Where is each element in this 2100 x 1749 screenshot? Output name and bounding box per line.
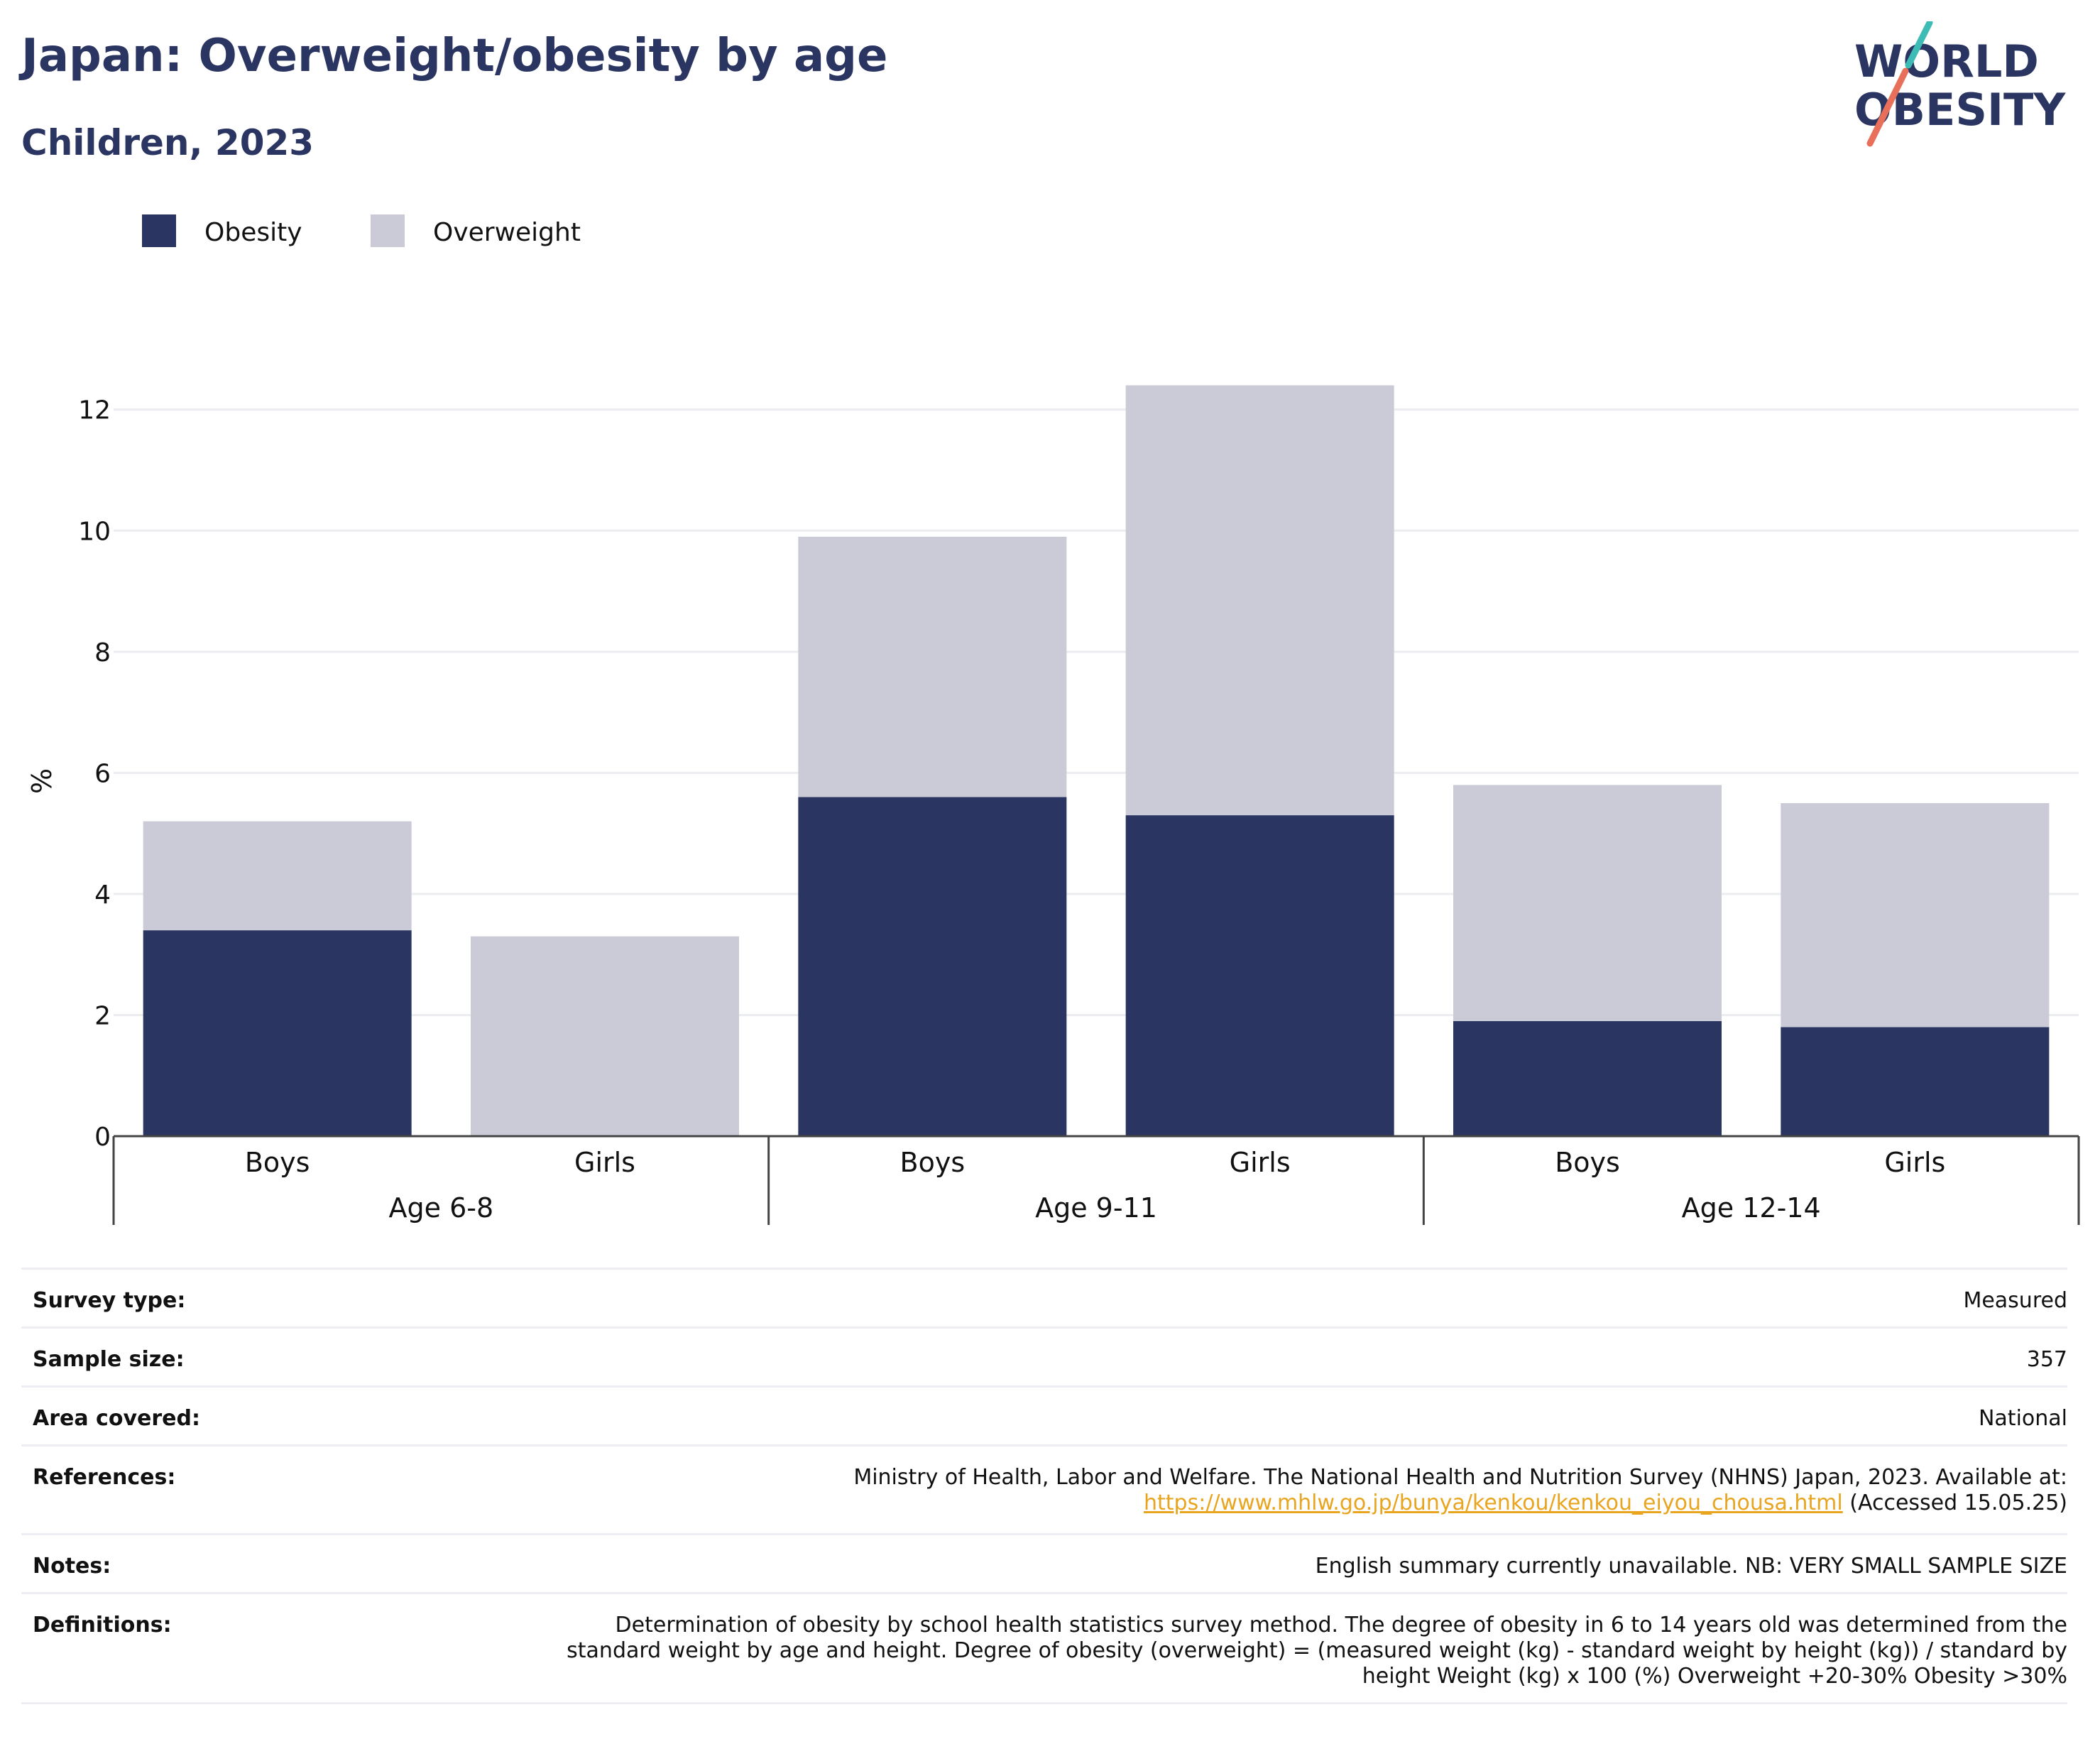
bar-overweight bbox=[471, 936, 739, 1136]
x-group-label: Age 12-14 bbox=[1682, 1192, 1821, 1224]
info-row-notes: Notes: English summary currently unavail… bbox=[21, 1533, 2067, 1592]
x-category-label: Boys bbox=[245, 1147, 310, 1178]
bar-chart: Obesity Overweight 0 2 4 6 8 10 12% Boys Girls Boy… bbox=[26, 214, 2080, 1225]
logo-slash-coral bbox=[1866, 67, 1909, 147]
info-value: National bbox=[1978, 1406, 2067, 1431]
axes: 0 2 4 6 8 10 12% Boys Girls Boys Girls Boys Girls Age… bbox=[26, 396, 2080, 1225]
x-category-label: Boys bbox=[1555, 1147, 1620, 1178]
info-value: Measured bbox=[1963, 1288, 2067, 1313]
y-tick-label: 4 bbox=[94, 881, 111, 910]
reference-link[interactable]: https://www.mhlw.go.jp/bunya/kenkou/kenk… bbox=[1144, 1491, 1843, 1515]
y-tick-label: 0 bbox=[94, 1123, 111, 1152]
info-row-area-covered: Area covered: National bbox=[21, 1385, 2067, 1444]
x-category-label: Girls bbox=[574, 1147, 635, 1178]
bar-overweight bbox=[1125, 385, 1394, 816]
legend-swatch-obesity bbox=[142, 214, 176, 247]
x-category-label: Girls bbox=[1884, 1147, 1945, 1178]
logo-slash-teal bbox=[1905, 21, 1933, 69]
info-key: Notes: bbox=[33, 1554, 111, 1579]
bar-obesity bbox=[798, 797, 1067, 1136]
bar-obesity bbox=[1453, 1020, 1722, 1136]
info-value: 357 bbox=[2026, 1347, 2067, 1372]
info-value: Ministry of Health, Labor and Welfare. T… bbox=[853, 1465, 2067, 1516]
info-row-references: References: Ministry of Health, Labor an… bbox=[21, 1444, 2067, 1533]
info-row-survey-type: Survey type: Measured bbox=[21, 1268, 2067, 1326]
gridlines bbox=[114, 408, 2079, 1016]
legend-label-obesity: Obesity bbox=[204, 218, 302, 247]
reference-text: Ministry of Health, Labor and Welfare. T… bbox=[853, 1465, 2067, 1490]
x-category-label: Girls bbox=[1230, 1147, 1291, 1178]
x-group-label: Age 6-8 bbox=[389, 1192, 494, 1224]
info-key: References: bbox=[33, 1465, 176, 1490]
info-key: Area covered: bbox=[33, 1406, 200, 1431]
legend-swatch-overweight bbox=[371, 214, 405, 247]
bar-overweight bbox=[798, 536, 1067, 797]
info-value: English summary currently unavailable. N… bbox=[1315, 1554, 2067, 1579]
logo-word-world: WORLD bbox=[1854, 36, 2039, 87]
world-obesity-logo: WORLD OBESITY bbox=[1854, 21, 2066, 147]
info-key: Sample size: bbox=[33, 1347, 185, 1372]
bar-obesity bbox=[1781, 1027, 2050, 1136]
legend: Obesity Overweight bbox=[142, 214, 581, 247]
bar-obesity bbox=[1125, 815, 1394, 1136]
chart-title: Japan: Overweight/obesity by age bbox=[21, 30, 888, 82]
y-tick-label: 10 bbox=[78, 517, 111, 546]
info-key: Survey type: bbox=[33, 1288, 186, 1313]
info-row-definitions: Definitions: Determination of obesity by… bbox=[21, 1592, 2067, 1704]
info-value: Determination of obesity by school healt… bbox=[567, 1613, 2067, 1689]
x-category-label: Boys bbox=[900, 1147, 966, 1178]
y-tick-label: 12 bbox=[78, 396, 111, 425]
bar-overweight bbox=[143, 821, 412, 931]
bar-overweight bbox=[1453, 785, 1722, 1021]
bar-overweight bbox=[1781, 803, 2050, 1028]
survey-info-table: Survey type: Measured Sample size: 357 A… bbox=[21, 1268, 2067, 1704]
reference-accessed: (Accessed 15.05.25) bbox=[1842, 1491, 2067, 1515]
y-axis-label: % bbox=[26, 768, 58, 794]
chart-subtitle: Children, 2023 bbox=[21, 122, 315, 163]
legend-label-overweight: Overweight bbox=[433, 218, 581, 247]
x-group-label: Age 9-11 bbox=[1035, 1192, 1157, 1224]
y-tick-label: 6 bbox=[94, 759, 111, 788]
bars bbox=[143, 385, 2050, 1136]
info-key: Definitions: bbox=[33, 1613, 172, 1638]
info-row-sample-size: Sample size: 357 bbox=[21, 1326, 2067, 1385]
bar-obesity bbox=[143, 930, 412, 1136]
y-tick-label: 2 bbox=[94, 1001, 111, 1030]
y-tick-label: 8 bbox=[94, 638, 111, 668]
